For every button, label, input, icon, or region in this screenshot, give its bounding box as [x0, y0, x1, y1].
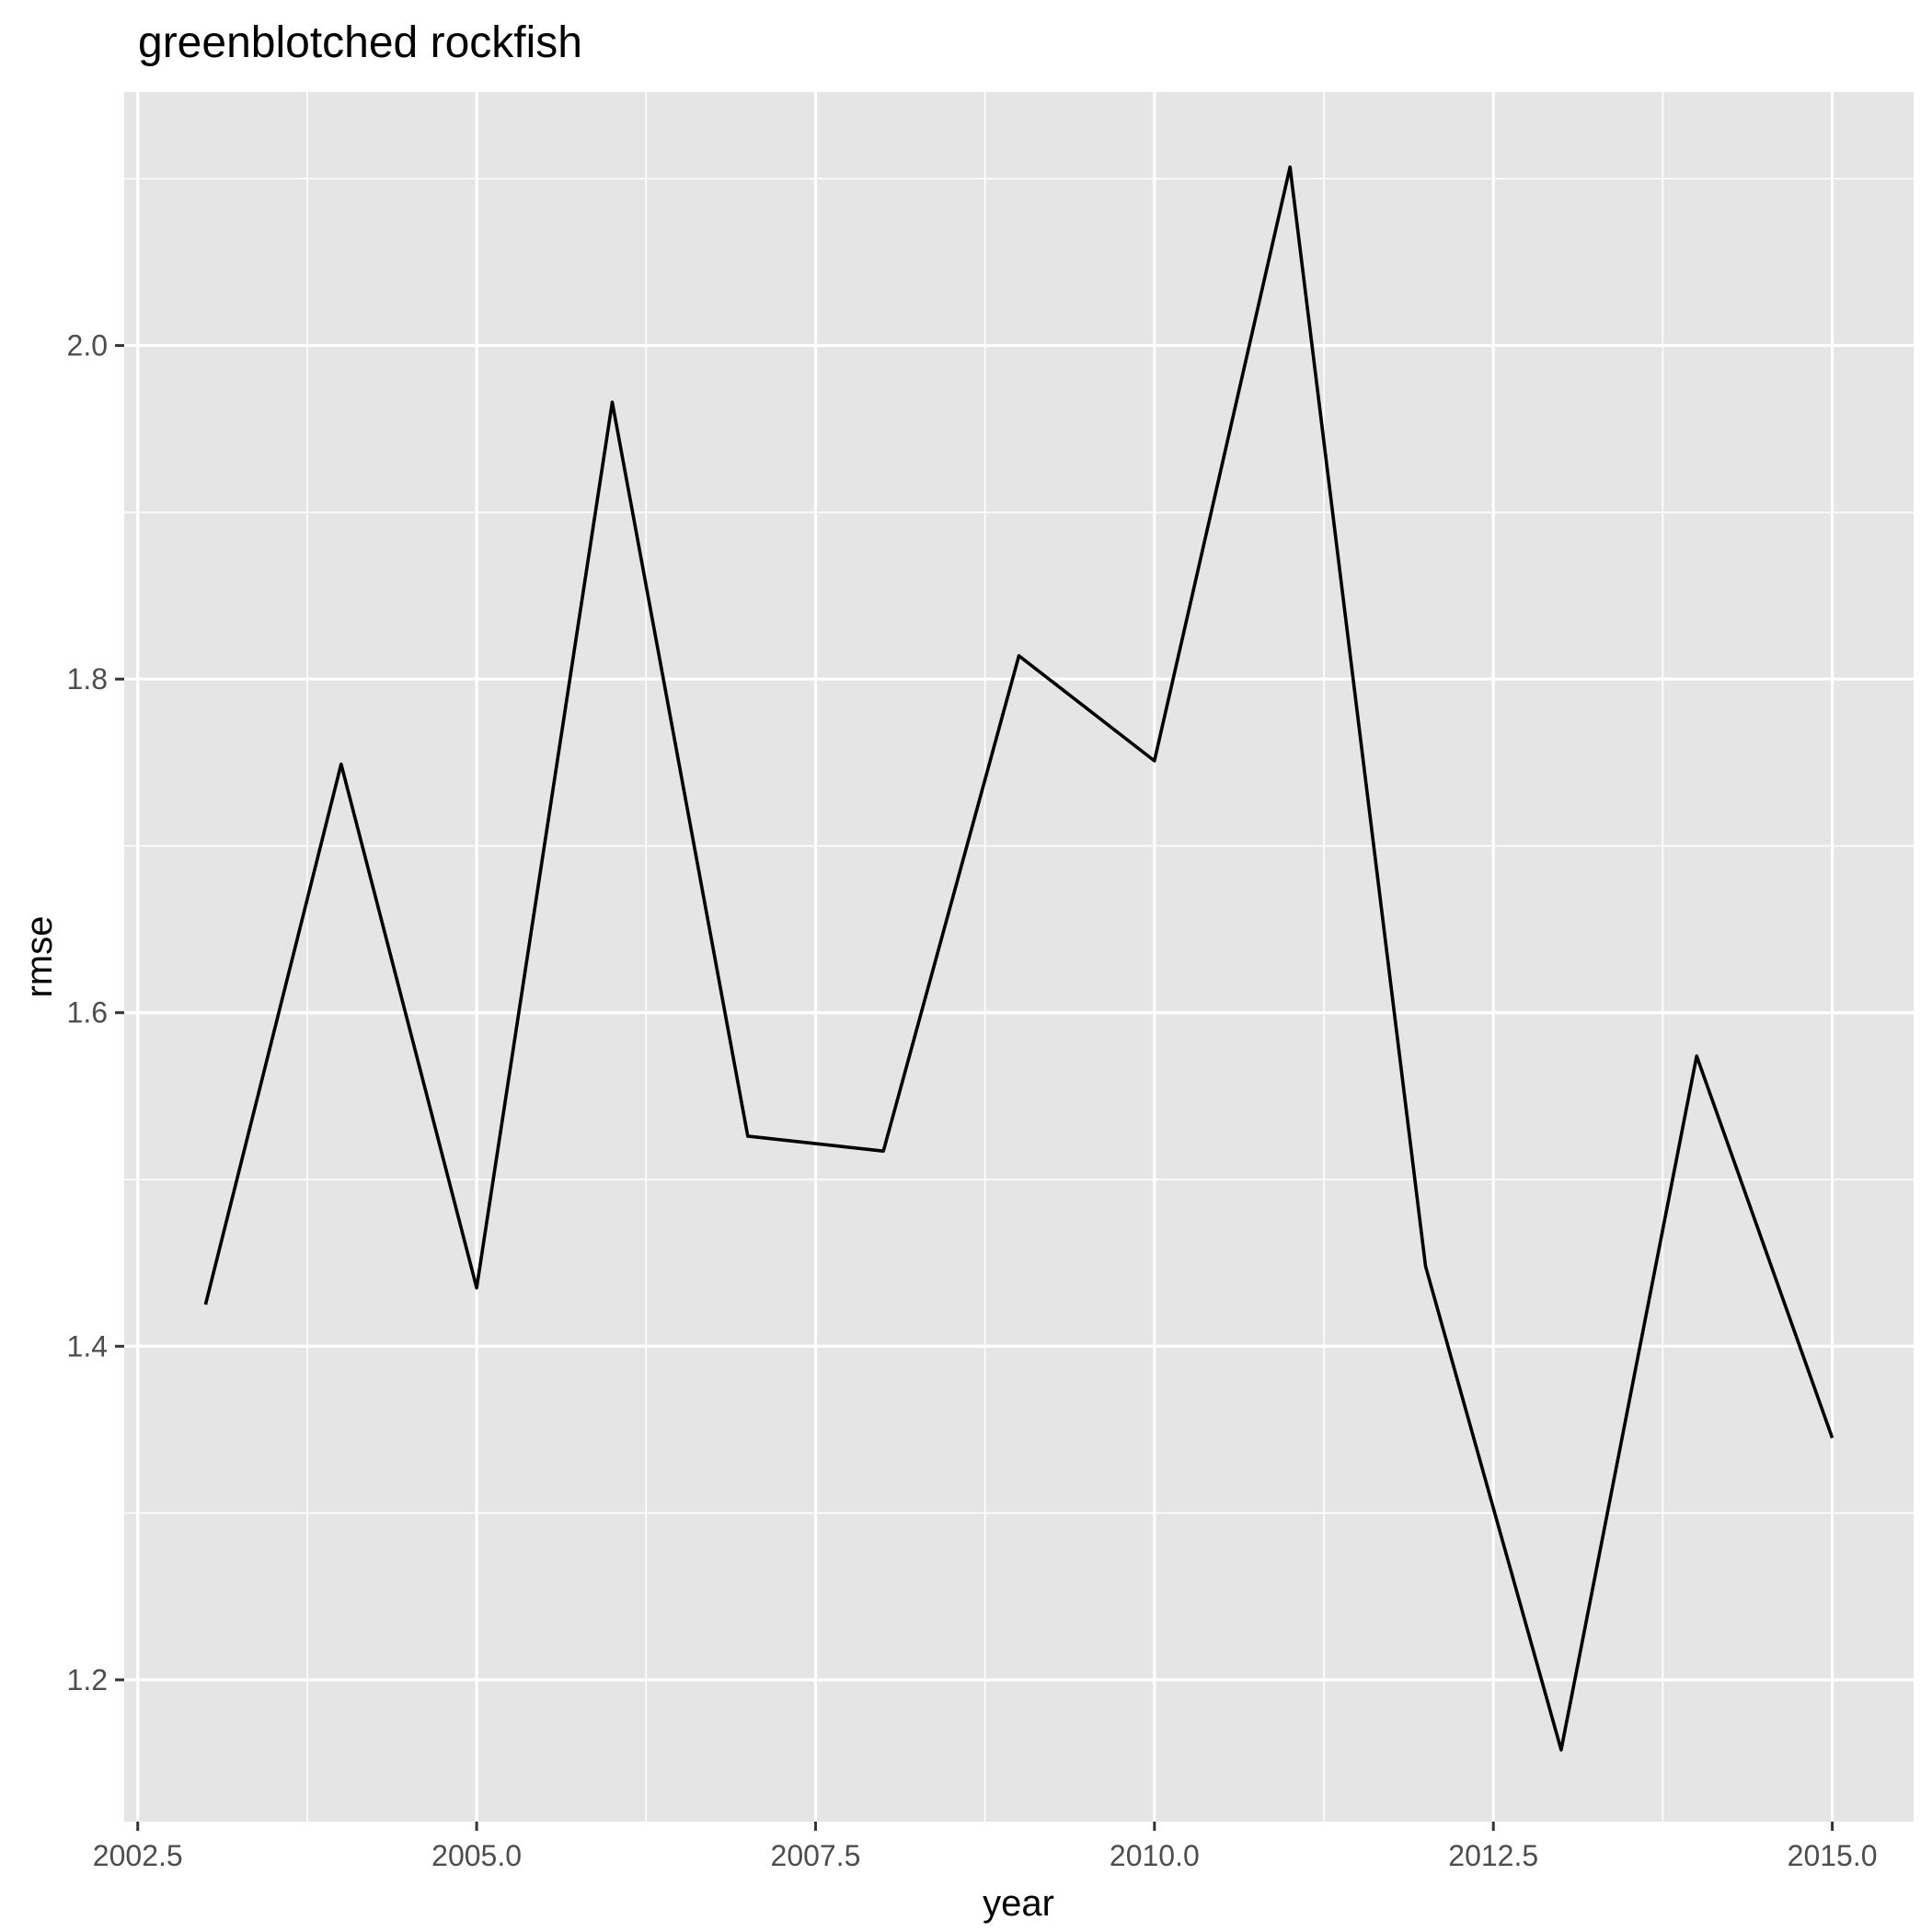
chart-title: greenblotched rockfish	[138, 18, 582, 67]
x-tick-label: 2015.0	[1788, 1839, 1878, 1872]
y-tick-label: 2.0	[67, 329, 108, 362]
y-tick-label: 1.2	[67, 1663, 108, 1696]
y-tick-label: 1.6	[67, 996, 108, 1029]
x-tick-label: 2010.0	[1110, 1839, 1200, 1872]
rmse-series-line	[203, 165, 1834, 1752]
x-axis-title: year	[983, 1883, 1054, 1924]
x-tick-label: 2002.5	[93, 1839, 183, 1872]
plot-panel	[124, 92, 1914, 1822]
x-tick-label: 2005.0	[431, 1839, 522, 1872]
y-tick-label: 1.8	[67, 662, 108, 696]
y-tick-label: 1.4	[67, 1329, 108, 1363]
x-tick-label: 2007.5	[771, 1839, 861, 1872]
grid-lines	[124, 92, 1914, 1822]
x-tick-label: 2012.5	[1448, 1839, 1538, 1872]
y-axis-title: rmse	[19, 916, 60, 998]
series-layer	[203, 165, 1834, 1752]
axes: 1.2 1.4 1.6 1.8 2.0 2002.5 2005.0 2007.5 2010.0 2…	[67, 329, 1878, 1872]
